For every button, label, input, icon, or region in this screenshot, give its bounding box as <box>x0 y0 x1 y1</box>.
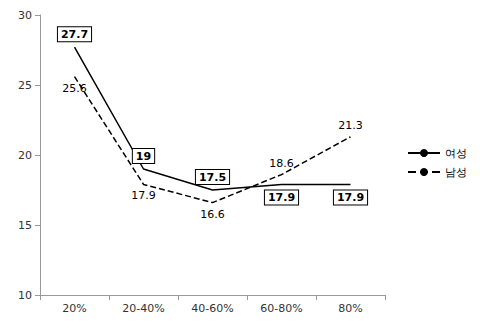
svg-text:25.6: 25.6 <box>62 82 87 95</box>
svg-text:25: 25 <box>18 79 32 92</box>
svg-text:20-40%: 20-40% <box>122 302 164 315</box>
svg-text:17.9: 17.9 <box>268 191 295 204</box>
svg-text:16.6: 16.6 <box>200 208 225 221</box>
svg-text:80%: 80% <box>338 302 362 315</box>
svg-text:60-80%: 60-80% <box>260 302 302 315</box>
svg-text:17.9: 17.9 <box>131 189 156 202</box>
svg-text:10: 10 <box>18 289 32 302</box>
svg-text:19: 19 <box>136 150 151 163</box>
svg-text:21.3: 21.3 <box>338 119 363 132</box>
svg-text:17.9: 17.9 <box>337 191 364 204</box>
svg-text:20: 20 <box>18 149 32 162</box>
svg-text:40-60%: 40-60% <box>191 302 233 315</box>
svg-text:남성: 남성 <box>445 166 467 179</box>
svg-text:18.6: 18.6 <box>269 157 294 170</box>
svg-text:15: 15 <box>18 219 32 232</box>
svg-text:27.7: 27.7 <box>61 28 88 41</box>
svg-text:20%: 20% <box>62 302 86 315</box>
svg-text:여성: 여성 <box>445 147 467 160</box>
svg-text:17.5: 17.5 <box>199 171 226 184</box>
svg-text:30: 30 <box>18 9 32 22</box>
